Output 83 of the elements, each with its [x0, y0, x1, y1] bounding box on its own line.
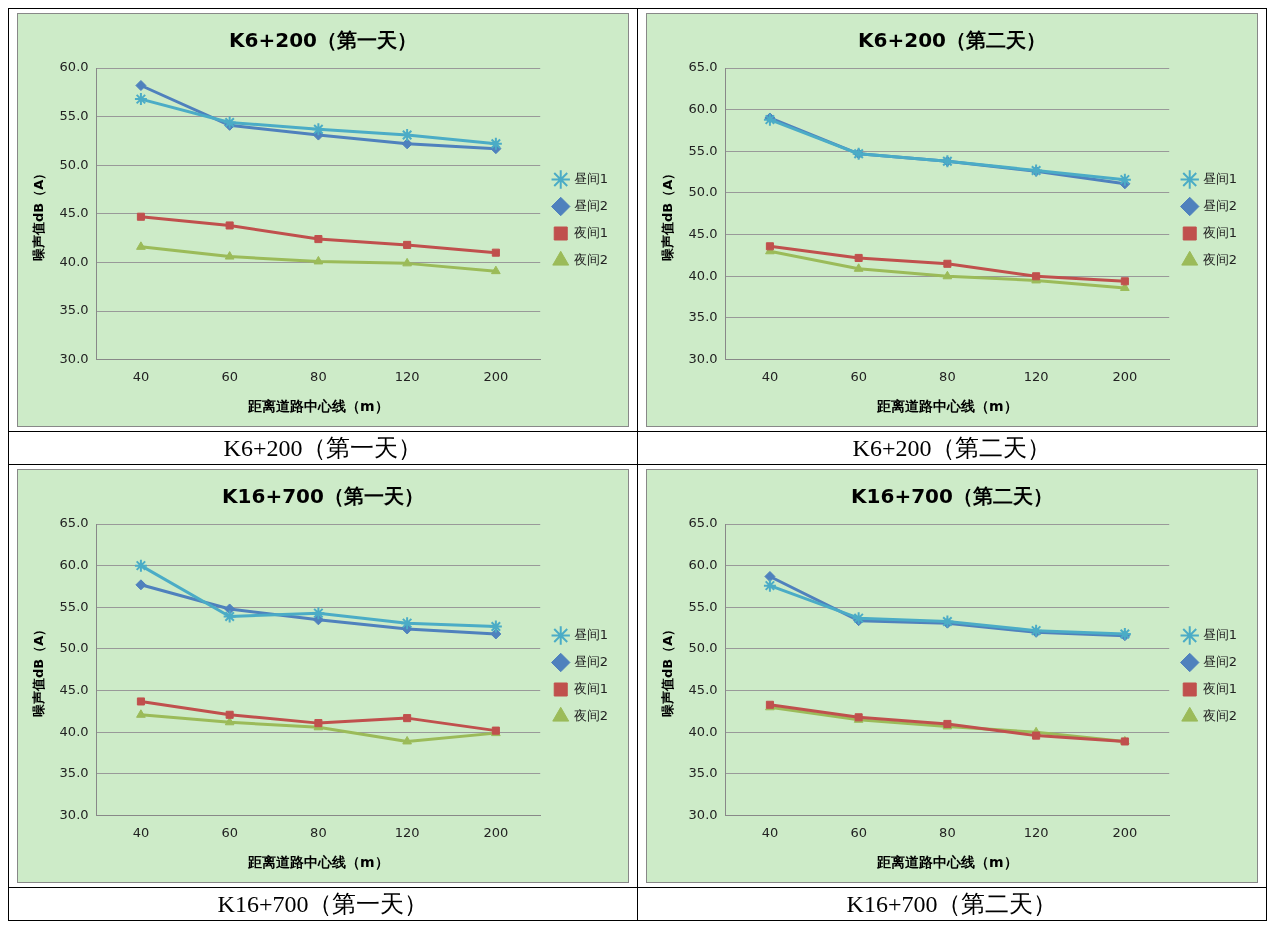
x-tick-label: 60: [850, 368, 867, 384]
chart-title: K6+200（第二天）: [858, 28, 1046, 53]
y-tick-label: 50.0: [59, 156, 89, 172]
x-tick-label: 60: [221, 824, 238, 840]
legend-label: 昼间2: [573, 197, 609, 213]
text: K6+200（第一天）: [9, 431, 637, 464]
y-tick-label: 45.0: [59, 682, 89, 697]
legend-label: 夜间2: [573, 251, 609, 267]
legend-label: 夜间1: [1202, 224, 1238, 240]
y-tick-label: 40.0: [688, 723, 718, 739]
x-tick-label: 80: [310, 824, 327, 840]
x-tick-label: 120: [394, 368, 420, 384]
y-tick-label: 30.0: [59, 806, 89, 822]
legend-label: 昼间1: [1202, 626, 1238, 642]
y-axis-title: 噪声值dB（A）: [660, 166, 676, 261]
y-tick-label: 40.0: [688, 267, 718, 283]
text: K16+700（第一天）: [9, 887, 637, 920]
y-tick-label: 65.0: [59, 515, 89, 531]
y-tick-label: 45.0: [59, 205, 89, 221]
y-tick-label: 55.0: [688, 142, 718, 158]
x-tick-label: 40: [132, 368, 150, 384]
y-tick-label: 50.0: [688, 184, 718, 200]
y-tick-label: 55.0: [59, 107, 89, 123]
legend-label: 夜间2: [573, 707, 609, 723]
legend-label: 昼间1: [573, 626, 609, 642]
legend-label: 夜间2: [1202, 707, 1238, 723]
x-tick-label: 40: [761, 824, 779, 840]
y-tick-label: 30.0: [688, 350, 718, 366]
y-tick-label: 30.0: [688, 806, 718, 822]
y-tick-label: 35.0: [688, 309, 718, 325]
legend-label: 夜间2: [1202, 251, 1238, 267]
x-tick-label: 40: [761, 368, 779, 384]
y-tick-label: 40.0: [59, 723, 89, 739]
y-tick-label: 35.0: [688, 765, 718, 781]
x-axis-title: 距离道路中心线（m）: [247, 854, 389, 871]
x-tick-label: 80: [939, 368, 956, 384]
legend-label: 昼间1: [573, 170, 609, 186]
y-tick-label: 30.0: [59, 350, 89, 366]
x-tick-label: 60: [221, 368, 238, 384]
x-axis-title: 距离道路中心线（m）: [876, 398, 1018, 415]
legend-label: 夜间1: [573, 680, 609, 696]
y-tick-label: 65.0: [688, 515, 718, 531]
x-tick-label: 60: [850, 824, 867, 840]
x-axis-title: 距离道路中心线（m）: [247, 398, 389, 415]
chart-title: K16+700（第二天）: [851, 484, 1053, 509]
y-tick-label: 55.0: [688, 598, 718, 614]
y-tick-label: 65.0: [688, 59, 718, 75]
x-tick-label: 40: [132, 824, 150, 840]
x-tick-label: 200: [1112, 824, 1138, 840]
y-axis-title: 噪声值dB（A）: [31, 622, 47, 717]
y-axis-title: 噪声值dB（A）: [31, 166, 47, 261]
legend-label: 昼间2: [1202, 653, 1238, 669]
y-tick-label: 35.0: [59, 302, 89, 318]
y-axis-title: 噪声值dB（A）: [660, 622, 676, 717]
x-tick-label: 80: [939, 824, 956, 840]
text: K16+700（第二天）: [638, 887, 1266, 920]
y-tick-label: 40.0: [59, 253, 89, 269]
x-tick-label: 200: [483, 368, 509, 384]
legend-label: 夜间1: [573, 224, 609, 240]
legend-label: 昼间1: [1202, 170, 1238, 186]
y-tick-label: 50.0: [688, 640, 718, 656]
x-tick-label: 120: [1023, 368, 1049, 384]
y-tick-label: 60.0: [688, 557, 718, 573]
chart-title: K6+200（第一天）: [229, 28, 417, 53]
x-axis-title: 距离道路中心线（m）: [876, 854, 1018, 871]
y-tick-label: 45.0: [688, 226, 718, 241]
y-tick-label: 60.0: [688, 101, 718, 117]
x-tick-label: 80: [310, 368, 327, 384]
y-tick-label: 35.0: [59, 765, 89, 781]
y-tick-label: 60.0: [59, 557, 89, 573]
x-tick-label: 200: [1112, 368, 1138, 384]
x-tick-label: 120: [394, 824, 420, 840]
y-tick-label: 55.0: [59, 598, 89, 614]
text: K6+200（第二天）: [638, 431, 1266, 464]
x-tick-label: 200: [483, 824, 509, 840]
y-tick-label: 60.0: [59, 59, 89, 75]
legend-label: 昼间2: [573, 653, 609, 669]
legend-label: 昼间2: [1202, 197, 1238, 213]
legend-label: 夜间1: [1202, 680, 1238, 696]
y-tick-label: 45.0: [688, 682, 718, 697]
y-tick-label: 50.0: [59, 640, 89, 656]
chart-title: K16+700（第一天）: [222, 484, 424, 509]
x-tick-label: 120: [1023, 824, 1049, 840]
